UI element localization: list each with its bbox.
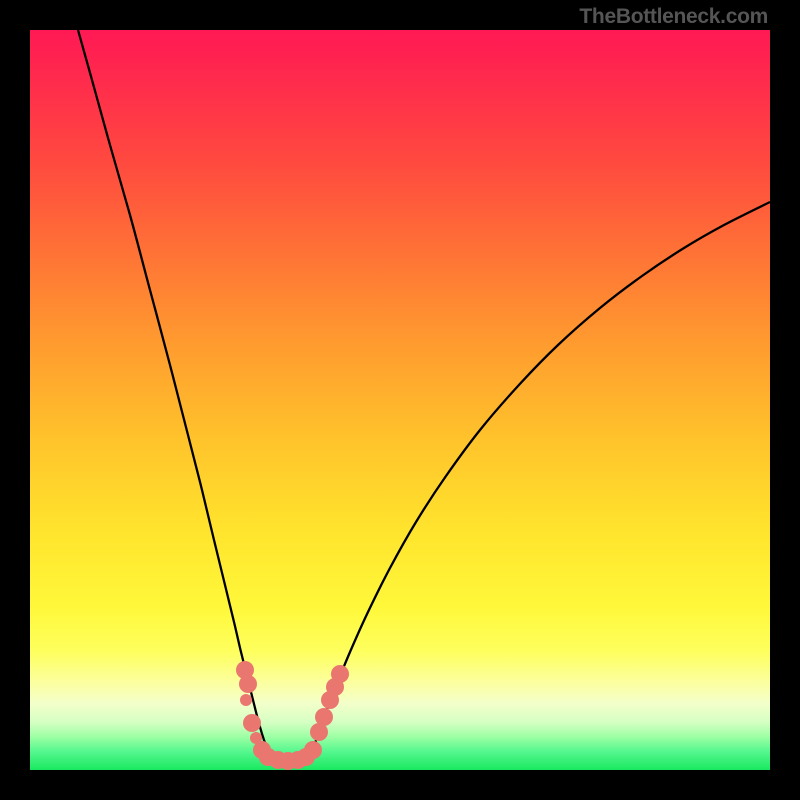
- outer-frame: TheBottleneck.com: [0, 0, 800, 800]
- valley-dot: [250, 732, 262, 744]
- curve-right: [310, 202, 770, 757]
- valley-dot: [240, 694, 252, 706]
- curve-left: [78, 30, 270, 757]
- watermark-text: TheBottleneck.com: [579, 5, 768, 29]
- valley-dot: [315, 708, 333, 726]
- valley-dot: [331, 665, 349, 683]
- valley-dot: [243, 714, 261, 732]
- valley-dot: [239, 675, 257, 693]
- curve-layer: [30, 30, 770, 770]
- valley-dots: [236, 661, 349, 770]
- valley-dot: [304, 741, 322, 759]
- plot-area: [30, 30, 770, 770]
